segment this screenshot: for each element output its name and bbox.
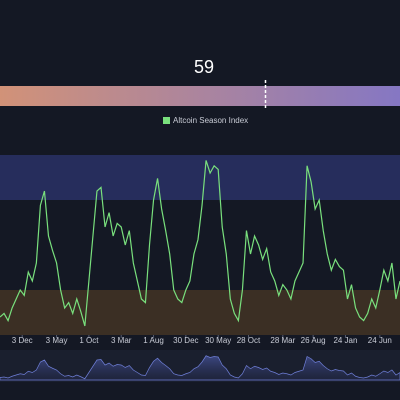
x-tick-label: 1 Aug — [143, 336, 163, 345]
navigator-area — [0, 355, 400, 381]
gauge-value: 59 — [194, 57, 214, 77]
series-line — [0, 160, 400, 327]
x-tick-label: 30 Dec — [173, 336, 198, 345]
x-tick-label: 30 May — [205, 336, 231, 345]
x-tick-label: 3 Mar — [111, 336, 132, 345]
x-tick-label: 24 Jan — [333, 336, 357, 345]
x-tick-label: 26 Aug — [301, 336, 326, 345]
gauge-bar — [0, 86, 400, 106]
x-tick-label: 3 May — [46, 336, 68, 345]
legend-label: Altcoin Season Index — [173, 116, 248, 125]
x-tick-label: 1 Oct — [79, 336, 99, 345]
x-tick-label: 28 Mar — [270, 336, 295, 345]
x-tick-label: 24 Jun — [368, 336, 392, 345]
x-tick-label: 28 Oct — [237, 336, 261, 345]
band — [0, 155, 400, 200]
x-tick-label: 3 Dec — [12, 336, 33, 345]
legend-swatch — [163, 117, 170, 124]
band — [0, 290, 400, 335]
